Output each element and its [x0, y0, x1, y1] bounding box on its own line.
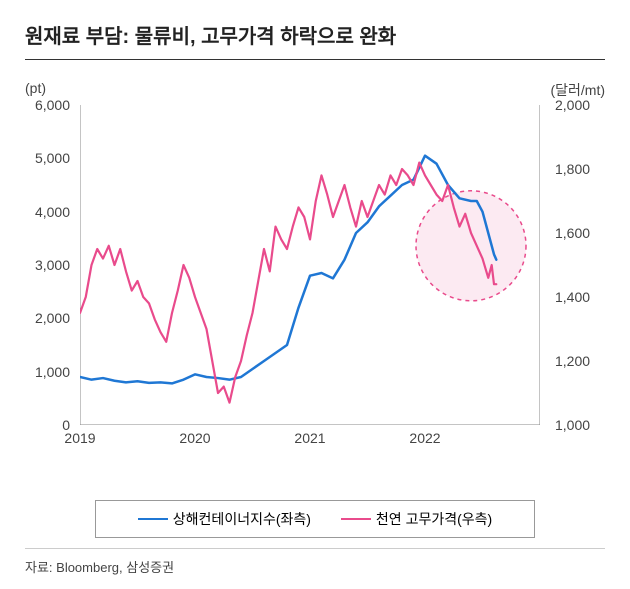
legend-line-2: [341, 518, 371, 520]
chart-container: (pt) (달러/mt) 01,0002,0003,0004,0005,0006…: [25, 85, 605, 475]
xtick: 2022: [409, 430, 440, 446]
chart-svg: [80, 105, 540, 425]
legend-label-2: 천연 고무가격(우측): [376, 509, 492, 529]
legend-item-2: 천연 고무가격(우측): [341, 509, 492, 529]
y-axis-left-label: (pt): [25, 80, 46, 96]
ytick-left: 3,000: [20, 257, 70, 273]
ytick-right: 1,000: [555, 417, 605, 433]
x-axis-ticks: 2019202020212022: [80, 430, 540, 450]
ytick-left: 6,000: [20, 97, 70, 113]
ytick-left: 5,000: [20, 150, 70, 166]
source-text: 자료: Bloomberg, 삼성증권: [25, 548, 605, 576]
y-axis-left-ticks: 01,0002,0003,0004,0005,0006,000: [25, 105, 75, 425]
legend: 상해컨테이너지수(좌측) 천연 고무가격(우측): [95, 500, 535, 538]
ytick-left: 1,000: [20, 364, 70, 380]
legend-label-1: 상해컨테이너지수(좌측): [173, 509, 311, 529]
xtick: 2021: [294, 430, 325, 446]
ytick-right: 1,400: [555, 289, 605, 305]
y-axis-right-ticks: 1,0001,2001,4001,6001,8002,000: [550, 105, 605, 425]
ytick-right: 2,000: [555, 97, 605, 113]
ytick-left: 4,000: [20, 204, 70, 220]
xtick: 2020: [179, 430, 210, 446]
legend-item-1: 상해컨테이너지수(좌측): [138, 509, 311, 529]
plot-area: [80, 105, 540, 425]
xtick: 2019: [64, 430, 95, 446]
legend-line-1: [138, 518, 168, 520]
ytick-right: 1,200: [555, 353, 605, 369]
ytick-right: 1,600: [555, 225, 605, 241]
ytick-left: 2,000: [20, 310, 70, 326]
ytick-left: 0: [20, 417, 70, 433]
chart-title: 원재료 부담: 물류비, 고무가격 하락으로 완화: [25, 20, 605, 60]
ytick-right: 1,800: [555, 161, 605, 177]
